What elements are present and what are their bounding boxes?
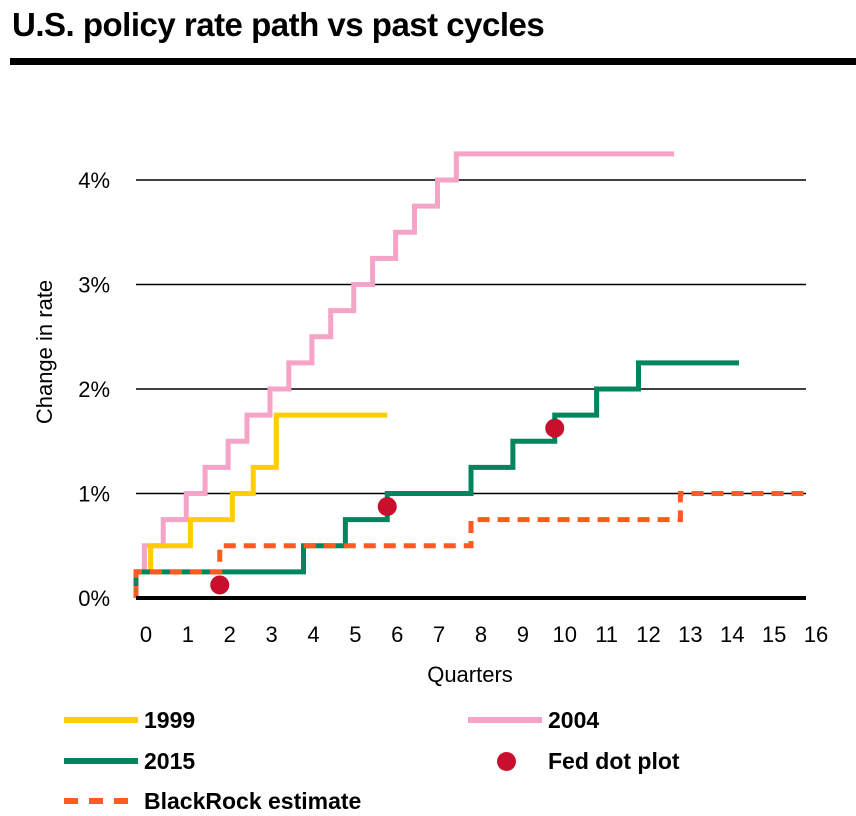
fed-dot-point — [210, 575, 230, 595]
series-layer — [133, 151, 806, 598]
y-tick-label: 3% — [78, 273, 110, 298]
x-tick-label: 15 — [762, 622, 786, 647]
series-line-blackrock-estimate — [133, 491, 806, 598]
x-tick-label: 2 — [224, 622, 236, 647]
x-tick-label: 1 — [182, 622, 194, 647]
x-tick-label: 13 — [678, 622, 702, 647]
series-line-2004 — [133, 151, 675, 598]
x-tick-label: 11 — [595, 622, 618, 647]
x-tick-label: 14 — [720, 622, 744, 647]
grid-lines — [136, 179, 806, 495]
x-tick-label: 4 — [307, 622, 319, 647]
y-tick-label: 0% — [78, 586, 110, 611]
chart-title: U.S. policy rate path vs past cycles — [12, 6, 545, 43]
x-tick-label: 16 — [804, 622, 828, 647]
fed-dot-point — [377, 497, 397, 517]
x-tick-label: 6 — [391, 622, 403, 647]
y-tick-label: 2% — [78, 377, 110, 402]
x-axis-label: Quarters — [427, 662, 513, 687]
series-line-2015 — [133, 360, 739, 598]
x-tick-label: 8 — [475, 622, 487, 647]
x-tick-label: 0 — [140, 622, 152, 647]
x-tick-label: 7 — [433, 622, 445, 647]
y-tick-labels: 0% 1% 2% 3% 4% — [78, 168, 110, 611]
x-tick-label: 5 — [349, 622, 361, 647]
x-tick-label: 12 — [636, 622, 660, 647]
x-tick-label: 9 — [517, 622, 529, 647]
y-tick-label: 4% — [78, 168, 110, 193]
y-tick-label: 1% — [78, 482, 110, 507]
title-rule — [10, 58, 856, 65]
x-tick-labels: 0 1 2 3 4 5 6 7 8 9 10 11 12 13 14 15 16 — [140, 622, 828, 647]
fed-dot-point — [545, 418, 565, 438]
x-tick-label: 3 — [266, 622, 278, 647]
y-axis-label: Change in rate — [32, 280, 57, 424]
x-tick-label: 10 — [553, 622, 577, 647]
